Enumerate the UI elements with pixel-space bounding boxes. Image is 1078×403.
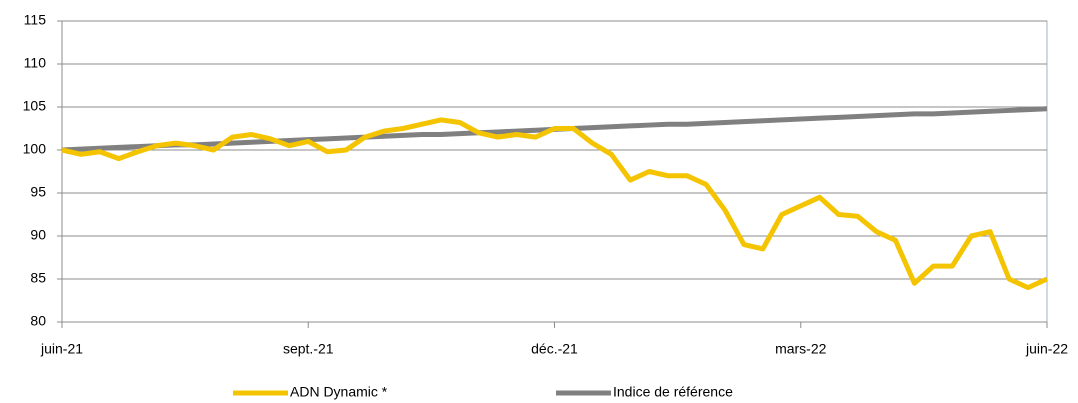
- legend-label: Indice de référence: [613, 384, 733, 400]
- x-tick-label: juin-21: [40, 341, 83, 357]
- y-tick-label: 110: [24, 55, 47, 71]
- y-tick-label: 90: [30, 227, 46, 243]
- y-tick-label: 95: [30, 184, 46, 200]
- x-tick-label: juin-22: [1025, 341, 1068, 357]
- y-tick-label: 80: [30, 313, 46, 329]
- y-tick-label: 115: [24, 12, 47, 28]
- y-tick-label: 105: [23, 98, 47, 114]
- x-tick-label: déc.-21: [531, 341, 578, 357]
- y-tick-label: 85: [30, 270, 46, 286]
- y-tick-label: 100: [23, 141, 47, 157]
- x-tick-label: sept.-21: [283, 341, 334, 357]
- legend-label: ADN Dynamic *: [290, 384, 388, 400]
- series-line: [61, 117, 1049, 291]
- x-tick-label: mars-22: [775, 341, 827, 357]
- plot-border: [61, 20, 1048, 323]
